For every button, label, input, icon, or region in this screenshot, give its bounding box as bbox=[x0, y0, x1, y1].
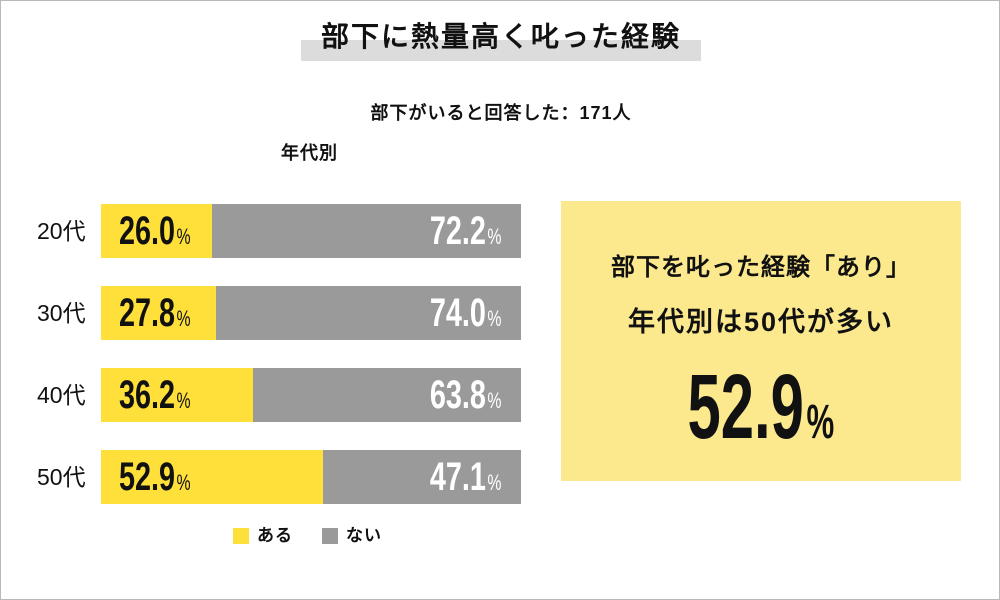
value-label-yes: 27.8% bbox=[119, 286, 191, 340]
title-highlight-band bbox=[301, 40, 701, 61]
legend-item-no: ない bbox=[322, 525, 382, 547]
bar-segment-yes bbox=[101, 450, 323, 504]
callout-line-2: 年代別は50代が多い bbox=[627, 307, 895, 337]
bar-segment-no bbox=[323, 450, 521, 504]
value-label-no: 47.1% bbox=[429, 450, 501, 504]
value-label-no: 63.8% bbox=[429, 368, 501, 422]
bar-track: 52.9% 47.1% bbox=[101, 450, 521, 504]
value-unit: % bbox=[486, 388, 501, 413]
legend-label-yes: ある bbox=[257, 526, 293, 545]
callout-value: 52.9% bbox=[561, 352, 961, 462]
bar-segment-yes bbox=[101, 368, 253, 422]
value-label-yes: 36.2% bbox=[119, 368, 191, 422]
callout-value-number: 52.9 bbox=[687, 356, 805, 458]
bar-segment-yes bbox=[101, 204, 212, 258]
value-number: 47.1 bbox=[429, 455, 486, 499]
value-unit: % bbox=[176, 470, 191, 495]
value-unit: % bbox=[176, 388, 191, 413]
value-number: 74.0 bbox=[429, 291, 486, 335]
value-label-yes: 52.9% bbox=[119, 450, 191, 504]
group-label: 年代別 bbox=[281, 143, 338, 163]
bar-track: 26.0% 72.2% bbox=[101, 204, 521, 258]
bar-row: 50代 52.9% 47.1% bbox=[1, 450, 541, 504]
bar-track: 36.2% 63.8% bbox=[101, 368, 521, 422]
value-unit: % bbox=[176, 306, 191, 331]
legend-swatch-no bbox=[322, 528, 338, 544]
bar-row: 20代 26.0% 72.2% bbox=[1, 204, 541, 258]
value-label-yes: 26.0% bbox=[119, 204, 191, 258]
callout-line-1: 部下を叱った経験「あり」 bbox=[611, 254, 911, 281]
callout-value-unit: % bbox=[806, 396, 835, 449]
value-number: 72.2 bbox=[429, 209, 486, 253]
category-label: 40代 bbox=[37, 382, 86, 408]
value-unit: % bbox=[486, 470, 501, 495]
value-number: 26.0 bbox=[119, 209, 176, 253]
value-number: 52.9 bbox=[119, 455, 176, 499]
value-label-no: 74.0% bbox=[429, 286, 501, 340]
value-number: 63.8 bbox=[429, 373, 486, 417]
bar-row: 40代 36.2% 63.8% bbox=[1, 368, 541, 422]
category-label: 20代 bbox=[37, 218, 86, 244]
callout-box: 部下を叱った経験「あり」 年代別は50代が多い 52.9% bbox=[561, 201, 961, 481]
value-number: 27.8 bbox=[119, 291, 176, 335]
bar-segment-no bbox=[253, 368, 521, 422]
legend-item-yes: ある bbox=[233, 525, 293, 547]
callout-value-group: 52.9% bbox=[688, 352, 835, 489]
bar-chart: 20代 26.0% 72.2% 30代 27.8% 74.0% 40代 36.2% 63.8% 5… bbox=[1, 1, 541, 521]
value-unit: % bbox=[486, 306, 501, 331]
legend-label-no: ない bbox=[346, 526, 382, 545]
value-number: 36.2 bbox=[119, 373, 176, 417]
chart-title: 部下に熱量高く叱った経験 bbox=[320, 21, 681, 52]
category-label: 30代 bbox=[37, 300, 86, 326]
chart-subtitle: 部下がいると回答した：171人 bbox=[370, 103, 632, 123]
bar-segment-no bbox=[212, 204, 521, 258]
category-label: 50代 bbox=[37, 464, 86, 490]
value-unit: % bbox=[486, 224, 501, 249]
value-unit: % bbox=[176, 224, 191, 249]
bar-segment-no bbox=[216, 286, 521, 340]
legend-swatch-yes bbox=[233, 528, 249, 544]
bar-track: 27.8% 74.0% bbox=[101, 286, 521, 340]
legend: ある ない bbox=[233, 525, 411, 547]
bar-row: 30代 27.8% 74.0% bbox=[1, 286, 541, 340]
value-label-no: 72.2% bbox=[429, 204, 501, 258]
bar-segment-yes bbox=[101, 286, 216, 340]
